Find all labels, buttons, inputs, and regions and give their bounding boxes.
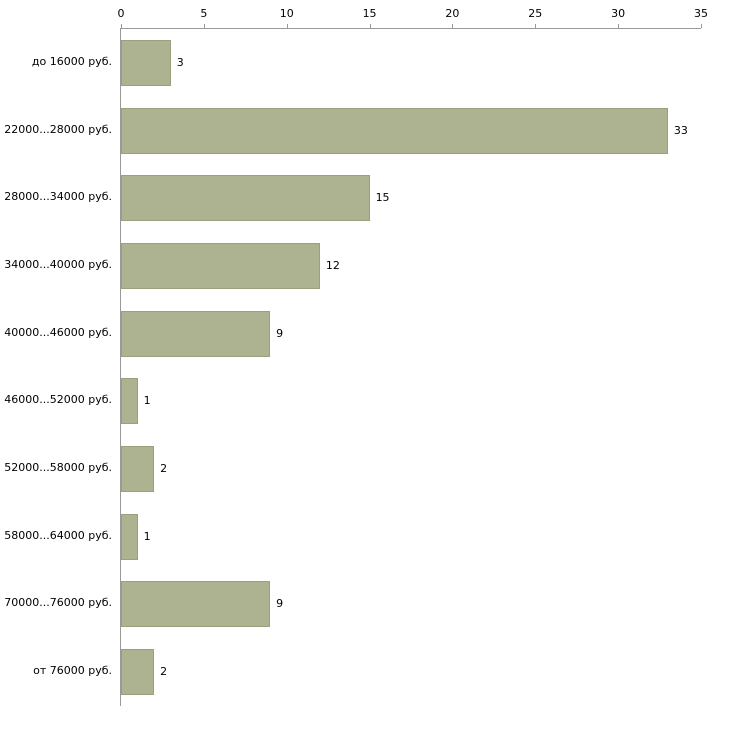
bar-value-label: 15 bbox=[375, 191, 390, 205]
bar bbox=[121, 446, 155, 493]
x-tick-label: 5 bbox=[200, 7, 208, 20]
bar-value-label: 2 bbox=[160, 462, 168, 476]
x-tick-mark bbox=[121, 24, 122, 28]
bar-value-label: 3 bbox=[176, 55, 184, 69]
category-label: 46000...52000 руб. bbox=[4, 393, 112, 407]
category-label: 22000...28000 руб. bbox=[4, 122, 112, 136]
x-tick-mark bbox=[369, 24, 371, 28]
category-label: до 16000 руб. bbox=[31, 54, 112, 68]
bar-value-label: 12 bbox=[325, 258, 340, 272]
x-tick-label: 10 bbox=[279, 7, 294, 20]
plot-area: 0 5 10 15 20 25 30 35 3 33 15 12 9 1 2 1 9 2 bbox=[118, 7, 708, 706]
bar-value-label: 9 bbox=[276, 326, 284, 340]
bar-value-label: 9 bbox=[276, 597, 284, 611]
x-tick-mark bbox=[618, 24, 620, 28]
bar bbox=[121, 310, 271, 357]
bar-value-label: 2 bbox=[160, 665, 168, 679]
bar bbox=[121, 649, 155, 696]
x-tick-label: 35 bbox=[694, 7, 708, 20]
bar-value-label: 1 bbox=[143, 529, 151, 543]
bar bbox=[121, 107, 668, 154]
category-label: 28000...34000 руб. bbox=[4, 190, 112, 204]
bar-value-label: 1 bbox=[143, 394, 151, 408]
bar bbox=[121, 242, 320, 289]
bar-value-label: 33 bbox=[673, 123, 688, 137]
x-tick-mark bbox=[535, 24, 537, 28]
x-tick-label: 0 bbox=[117, 7, 125, 20]
bar bbox=[121, 581, 271, 628]
category-label: 58000...64000 руб. bbox=[4, 528, 112, 542]
x-tick-mark bbox=[452, 24, 454, 28]
category-label: от 76000 руб. bbox=[33, 664, 112, 678]
x-tick-mark bbox=[286, 24, 288, 28]
bar bbox=[121, 378, 138, 425]
x-tick-label: 20 bbox=[445, 7, 460, 20]
x-tick-mark bbox=[701, 24, 702, 28]
category-label: 34000...40000 руб. bbox=[4, 257, 112, 271]
bar bbox=[121, 513, 138, 560]
x-tick-label: 15 bbox=[362, 7, 377, 20]
category-label: 70000...76000 руб. bbox=[4, 596, 112, 610]
bar bbox=[121, 175, 370, 222]
x-tick-mark bbox=[203, 24, 205, 28]
category-label: 40000...46000 руб. bbox=[4, 325, 112, 339]
x-tick-label: 25 bbox=[528, 7, 543, 20]
bar bbox=[121, 39, 171, 86]
x-tick-label: 30 bbox=[611, 7, 626, 20]
category-label: 52000...58000 руб. bbox=[4, 461, 112, 475]
